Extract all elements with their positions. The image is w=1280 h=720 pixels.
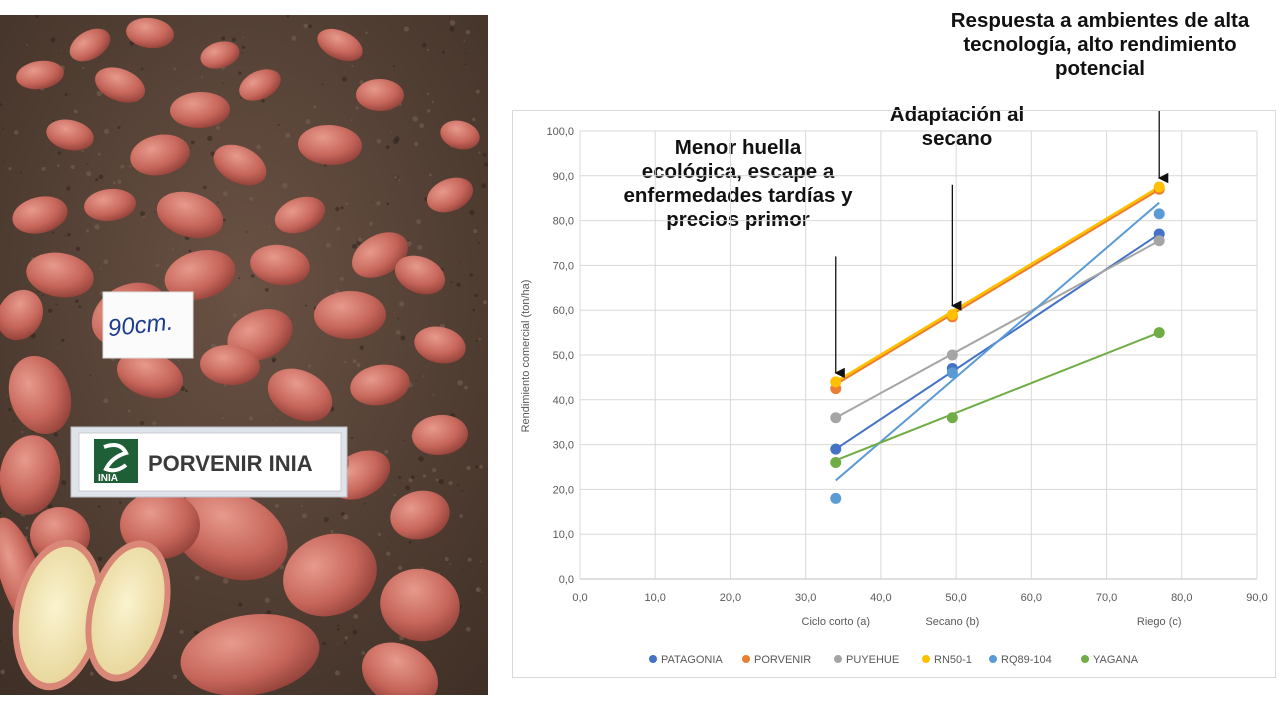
yield-chart: 0,0 10,0 20,0 30,0 40,0 50,0 60,0 70,0 80,0 90,0 1… — [512, 91, 1276, 678]
x-tick-label: 20,0 — [720, 592, 741, 604]
variety-tag: INIA PORVENIR INIA — [70, 426, 348, 498]
y-tick-label: 80,0 — [553, 216, 574, 228]
x-tick-label: 90,0 — [1246, 592, 1267, 604]
point-rq89-104 — [1153, 208, 1165, 220]
variety-logo-text: INIA — [98, 473, 118, 484]
annotation-irrigation: Respuesta a ambientes de alta tecnología… — [950, 9, 1250, 80]
trendline-rn50-1 — [835, 185, 1160, 383]
x-tick-label: 0,0 — [572, 592, 587, 604]
point-yagana — [1153, 327, 1165, 339]
point-rq89-104 — [946, 367, 958, 379]
y-tick-label: 50,0 — [553, 350, 574, 362]
point-patagonia — [830, 443, 842, 455]
annotation-short-cycle: Menor huella ecológica, escape a enferme… — [623, 136, 853, 231]
legend-label: RN50-1 — [934, 654, 972, 666]
x-tick-label: 60,0 — [1021, 592, 1042, 604]
chart-legend: PATAGONIA PORVENIR PUYEHUE RN50-1 RQ89-104 YA… — [649, 654, 1139, 666]
point-rq89-104 — [830, 492, 842, 504]
legend-label: RQ89-104 — [1001, 654, 1052, 666]
chart-canvas: 0,0 10,0 20,0 30,0 40,0 50,0 60,0 70,0 80,0 90,0 1… — [520, 91, 1268, 666]
y-axis-label: Rendimiento comercial (ton/ha) — [520, 280, 532, 433]
y-tick-label: 70,0 — [553, 260, 574, 272]
potato-photo: 90cm. INIA PORVENIR INIA — [0, 15, 488, 695]
y-tick-label: 20,0 — [553, 484, 574, 496]
legend-label: PORVENIR — [754, 654, 811, 666]
y-tick-label: 30,0 — [553, 440, 574, 452]
point-rn50-1 — [1153, 181, 1165, 193]
handwritten-tag: 90cm. — [102, 291, 194, 359]
y-tick-label: 10,0 — [553, 529, 574, 541]
annotation-dryland: Adaptación al secano — [889, 103, 1025, 150]
legend-marker — [649, 655, 657, 663]
legend-marker — [742, 655, 750, 663]
x-tick-label: 80,0 — [1171, 592, 1192, 604]
trendline-puyehue — [835, 239, 1160, 419]
legend-label: PUYEHUE — [846, 654, 899, 666]
trendline-porvenir — [835, 188, 1160, 386]
category-label: Secano (b) — [925, 616, 979, 628]
trendline-yagana — [835, 331, 1160, 462]
legend-label: PATAGONIA — [661, 654, 723, 666]
legend-marker — [989, 655, 997, 663]
category-label: Ciclo corto (a) — [802, 616, 870, 628]
category-label: Riego (c) — [1137, 616, 1182, 628]
variety-tag-text: PORVENIR INIA — [148, 451, 313, 476]
x-tick-label: 40,0 — [870, 592, 891, 604]
y-tick-label: 0,0 — [559, 574, 574, 586]
legend-marker — [834, 655, 842, 663]
x-tick-label: 30,0 — [795, 592, 816, 604]
x-tick-label: 50,0 — [945, 592, 966, 604]
point-puyehue — [946, 349, 958, 361]
point-yagana — [946, 412, 958, 424]
cut-potato — [12, 539, 171, 691]
y-tick-label: 100,0 — [546, 126, 574, 138]
legend-label: YAGANA — [1093, 654, 1139, 666]
point-puyehue — [1153, 235, 1165, 247]
trendline-rq89-104 — [835, 201, 1160, 482]
legend-marker — [1081, 655, 1089, 663]
y-tick-label: 40,0 — [553, 395, 574, 407]
point-rn50-1 — [830, 376, 842, 388]
x-tick-label: 70,0 — [1096, 592, 1117, 604]
legend-marker — [922, 655, 930, 663]
point-puyehue — [830, 412, 842, 424]
point-rn50-1 — [946, 309, 958, 321]
y-tick-label: 60,0 — [553, 305, 574, 317]
y-tick-label: 90,0 — [553, 171, 574, 183]
point-yagana — [830, 457, 842, 469]
x-tick-label: 10,0 — [645, 592, 666, 604]
